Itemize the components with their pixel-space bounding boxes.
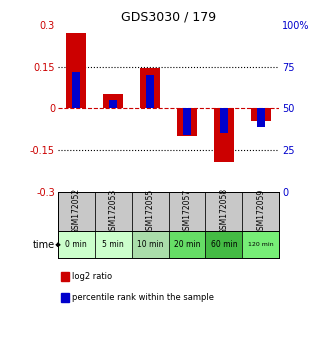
Bar — [72, 72, 80, 108]
Bar — [169, 231, 205, 258]
Text: GSM172055: GSM172055 — [145, 188, 155, 234]
Bar — [205, 192, 242, 231]
Bar — [242, 231, 279, 258]
Bar — [132, 192, 169, 231]
Bar — [95, 192, 132, 231]
Text: 20 min: 20 min — [174, 240, 200, 249]
Bar — [103, 94, 123, 108]
Bar — [183, 108, 191, 135]
Bar — [257, 108, 265, 127]
Text: 5 min: 5 min — [102, 240, 124, 249]
Bar — [251, 108, 271, 121]
Text: percentile rank within the sample: percentile rank within the sample — [72, 293, 214, 302]
Bar — [214, 108, 234, 162]
Text: GSM172052: GSM172052 — [72, 188, 81, 234]
Text: 120 min: 120 min — [248, 242, 273, 247]
Text: GSM172053: GSM172053 — [108, 188, 118, 234]
Bar — [169, 192, 205, 231]
Bar — [177, 108, 197, 136]
Bar — [132, 231, 169, 258]
Bar — [95, 231, 132, 258]
Bar — [205, 231, 242, 258]
Text: log2 ratio: log2 ratio — [72, 272, 112, 281]
Bar — [58, 231, 95, 258]
Text: time: time — [32, 240, 55, 250]
Text: GSM172057: GSM172057 — [182, 188, 192, 234]
Text: GSM172058: GSM172058 — [219, 188, 229, 234]
Bar — [66, 33, 86, 108]
Bar — [220, 108, 228, 133]
Text: 10 min: 10 min — [137, 240, 163, 249]
Title: GDS3030 / 179: GDS3030 / 179 — [121, 11, 216, 24]
Text: GSM172059: GSM172059 — [256, 188, 265, 234]
Bar — [109, 100, 117, 108]
Bar — [146, 75, 154, 108]
Text: 0 min: 0 min — [65, 240, 87, 249]
Bar — [140, 68, 160, 108]
Bar — [58, 192, 95, 231]
Text: 60 min: 60 min — [211, 240, 237, 249]
Bar — [242, 192, 279, 231]
